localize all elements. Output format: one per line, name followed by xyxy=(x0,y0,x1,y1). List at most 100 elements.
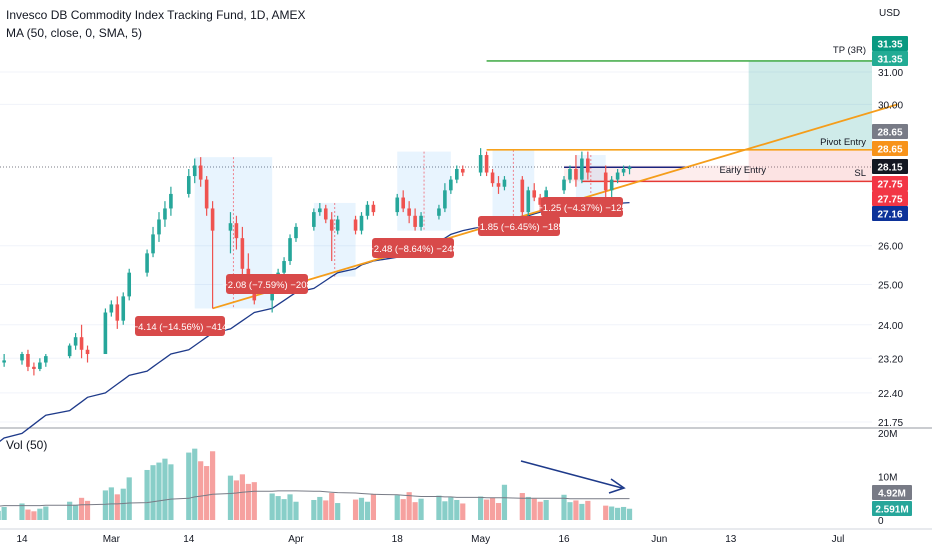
candle xyxy=(401,190,405,213)
volume-bar xyxy=(335,503,341,520)
volume-bar xyxy=(19,503,25,520)
candle xyxy=(490,169,495,187)
candle-body xyxy=(443,190,447,209)
price-tags: 31.35 31.35 28.65 28.65 28.15 27.75 27.75 27.16… xyxy=(872,36,912,516)
candle xyxy=(562,176,566,194)
candle-body xyxy=(407,208,411,216)
candle-body xyxy=(204,179,209,209)
candle xyxy=(318,202,322,216)
volume-bar xyxy=(67,501,73,520)
volume-bar xyxy=(543,499,549,520)
pullback-label: −1.25 (−4.37%) −125 xyxy=(537,197,627,217)
volume-bar xyxy=(233,480,240,520)
candle-body xyxy=(288,238,292,262)
volume-tag-bg xyxy=(872,485,912,500)
volume-legend[interactable]: Vol (50) xyxy=(6,438,48,452)
candle xyxy=(413,208,417,231)
level-lines xyxy=(486,60,872,183)
volume-bar xyxy=(150,465,156,520)
candle-body xyxy=(85,349,90,355)
candle xyxy=(157,212,161,242)
volume-bar xyxy=(73,504,79,520)
pullback-label: −4.14 (−14.56%) −414 xyxy=(133,316,227,336)
candle xyxy=(288,234,292,265)
volume-tick-label: 20M xyxy=(878,429,897,440)
volume-pane xyxy=(0,448,633,520)
pullback-labels: −4.14 (−14.56%) −414 −2.08 (−7.59%) −208 −… xyxy=(133,197,627,336)
volume-bar xyxy=(364,501,371,520)
candle-body xyxy=(359,215,364,231)
candle xyxy=(73,333,78,350)
volume-bar xyxy=(358,497,365,520)
candles xyxy=(2,148,632,376)
price-tag: 31.35 xyxy=(872,51,908,66)
candle-body xyxy=(460,169,465,173)
currency-label: USD xyxy=(879,8,900,19)
candle xyxy=(198,157,203,187)
volume-bar xyxy=(227,475,234,520)
volume-tick-label: 10M xyxy=(878,473,897,484)
pullback-box xyxy=(397,151,451,231)
price-tick-label: 30.00 xyxy=(878,100,903,111)
candle xyxy=(335,215,340,235)
volume-bar xyxy=(442,501,448,520)
candle xyxy=(169,186,173,216)
candle xyxy=(574,155,578,187)
time-tick-label: 18 xyxy=(392,534,404,545)
volume-trend-arrow[interactable] xyxy=(520,460,623,489)
volume-bar xyxy=(317,496,323,520)
candle-body xyxy=(312,212,316,227)
volume-bar xyxy=(460,503,466,520)
time-tick-label: May xyxy=(471,534,490,545)
candle-body xyxy=(603,172,608,191)
candle-body xyxy=(371,204,376,213)
candle xyxy=(2,354,6,367)
candle-body xyxy=(615,172,620,180)
candle xyxy=(443,183,447,213)
candle-body xyxy=(532,190,537,198)
candle-body xyxy=(270,288,274,301)
candle xyxy=(580,151,584,184)
candle-body xyxy=(228,223,233,231)
candle-body xyxy=(496,183,501,187)
candle xyxy=(85,345,90,363)
candle-body xyxy=(365,204,370,216)
candle xyxy=(26,349,30,372)
candle-body xyxy=(621,169,626,173)
price-tag-bg xyxy=(872,176,908,191)
candle xyxy=(115,296,120,329)
candle-body xyxy=(609,179,614,191)
volume-tick-label: 0 xyxy=(878,516,884,527)
volume-bar xyxy=(31,511,37,520)
level-label: TP (3R) xyxy=(833,45,866,56)
candle xyxy=(365,201,370,220)
volume-bar xyxy=(501,484,508,520)
volume-bar xyxy=(454,499,460,520)
candle-body xyxy=(26,354,30,367)
candle xyxy=(460,165,465,177)
price-tag-text: 28.65 xyxy=(877,145,902,156)
candle xyxy=(484,151,489,177)
candle xyxy=(151,226,155,258)
price-tag: 31.35 xyxy=(872,36,908,51)
time-tick-label: Jun xyxy=(651,534,667,545)
candle-body xyxy=(335,219,340,231)
ma-legend[interactable]: MA (50, close, 0, SMA, 5) xyxy=(6,26,143,40)
price-tag-text: 27.16 xyxy=(877,210,902,221)
volume-bar xyxy=(269,493,275,520)
candle-body xyxy=(526,190,531,213)
candle-body xyxy=(127,272,132,297)
ma50-path xyxy=(0,201,630,443)
candle xyxy=(20,351,24,365)
candle xyxy=(621,165,626,177)
candle-body xyxy=(478,155,483,173)
price-tag-bg xyxy=(872,124,908,139)
volume-bar xyxy=(585,500,591,520)
candle-body xyxy=(240,238,245,269)
volume-bar xyxy=(162,458,168,520)
price-tag: 28.65 xyxy=(872,141,908,156)
candle xyxy=(496,176,501,194)
candle-body xyxy=(282,261,286,273)
candle-body xyxy=(568,169,572,180)
